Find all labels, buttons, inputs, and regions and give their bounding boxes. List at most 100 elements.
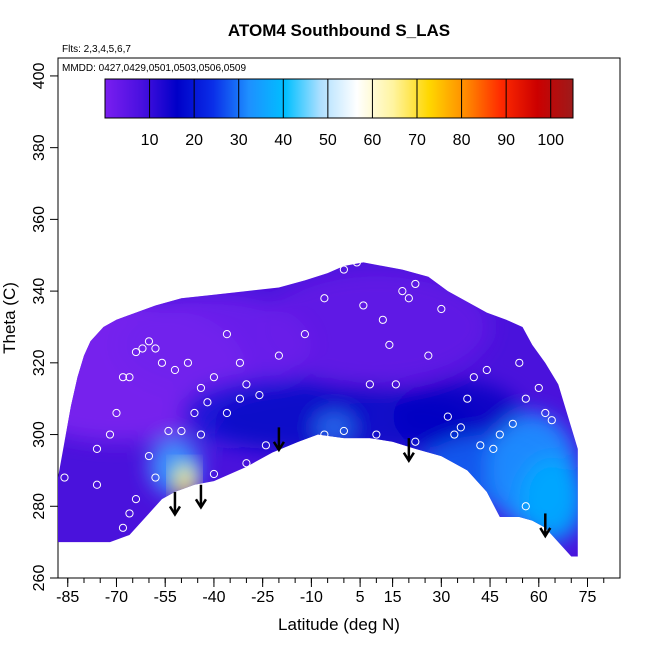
arrow-head	[272, 441, 285, 453]
sample-point	[92, 444, 102, 453]
arrow-head	[168, 505, 182, 517]
dates-note: MMDD: 0427,0429,0501,0503,0506,0509	[62, 63, 246, 74]
sample-point	[144, 451, 154, 461]
x-tick-label: -55	[154, 589, 177, 606]
sample-point	[437, 304, 446, 314]
sample-point	[164, 426, 173, 436]
sample-point	[339, 426, 348, 436]
sample-point	[196, 383, 206, 393]
sample-point	[118, 523, 128, 532]
sample-point	[274, 351, 284, 360]
sample-point	[411, 279, 420, 289]
arrow-head	[194, 498, 207, 510]
sample-point	[183, 358, 193, 367]
sample-point	[398, 287, 407, 296]
hotspot-core	[176, 489, 187, 502]
colorbar-tick-label: 100	[537, 132, 564, 149]
sample-point	[170, 365, 180, 375]
x-tick-label: -25	[251, 589, 274, 606]
colorbar-tick-label: 40	[274, 132, 292, 149]
sample-point	[352, 258, 361, 267]
x-tick-label: -40	[202, 589, 225, 606]
field-blobs	[58, 269, 578, 543]
x-tick-label: 75	[579, 589, 597, 606]
flights-note: Flts: 2,3,4,5,6,7	[62, 44, 131, 55]
colorbar-tick-label: 90	[497, 132, 515, 149]
sample-point	[359, 301, 368, 310]
data-field	[58, 262, 578, 557]
sample-point	[547, 416, 556, 425]
sample-point	[131, 495, 141, 504]
x-tick-label: -85	[56, 589, 79, 606]
sample-point	[378, 315, 387, 324]
field-blob	[116, 294, 312, 396]
x-axis-label: Latitude (deg N)	[278, 615, 400, 634]
sample-point	[105, 430, 115, 439]
colorbar-tick-label: 80	[453, 132, 471, 149]
y-tick-label: 320	[31, 349, 48, 376]
sample-point	[151, 473, 160, 482]
sample-point	[92, 480, 102, 489]
sample-point	[456, 423, 465, 432]
sample-point	[242, 380, 251, 389]
x-tick-label: -70	[105, 589, 128, 606]
sample-point	[242, 459, 251, 468]
sample-point	[255, 391, 264, 400]
colorbar-gradient	[104, 78, 574, 119]
sample-point	[495, 430, 504, 439]
arrow-head	[402, 451, 415, 464]
y-tick-label: 340	[31, 278, 48, 305]
sample-point	[209, 373, 219, 382]
sample-point	[372, 430, 381, 439]
sample-point	[131, 347, 141, 357]
sample-point	[404, 294, 413, 303]
sample-point	[469, 373, 478, 382]
sample-point	[125, 373, 134, 382]
sample-point	[515, 358, 524, 367]
sample-point	[60, 473, 69, 482]
sample-point	[541, 408, 550, 418]
hotspot-mid	[176, 478, 193, 499]
x-tick-label: 60	[530, 589, 548, 606]
sample-point	[339, 265, 348, 274]
sample-point	[196, 430, 206, 439]
colorbar-tick-label: 10	[141, 132, 159, 149]
colorbar-dividers	[149, 79, 552, 118]
arrow-head	[539, 527, 552, 539]
y-tick-label: 380	[31, 134, 48, 161]
colorbar-tick-label: 20	[185, 132, 203, 149]
sample-point	[222, 408, 232, 418]
x-tick-label: 5	[356, 589, 365, 606]
sample-point	[151, 344, 160, 353]
sample-point	[391, 380, 400, 389]
field-blob	[262, 269, 491, 385]
sample-point	[112, 408, 121, 418]
sample-point	[521, 394, 530, 403]
sample-point	[424, 351, 433, 360]
y-tick-label: 400	[31, 62, 48, 89]
y-axis: 260 280 300 320 340 360 380 400	[31, 62, 58, 591]
y-tick-label: 360	[31, 206, 48, 233]
plot-frame	[57, 57, 621, 579]
sample-points	[60, 258, 556, 532]
colorbar-tick-label: 50	[319, 132, 337, 149]
sample-point	[222, 330, 232, 339]
sample-point	[261, 441, 271, 450]
sample-point	[365, 380, 374, 389]
y-tick-label: 300	[31, 421, 48, 448]
chart-title: ATOM4 Southbound S_LAS	[228, 21, 450, 40]
sample-point	[534, 383, 543, 393]
sample-point	[209, 469, 219, 479]
arrow-markers	[168, 427, 552, 539]
colorbar: 10 20 30 40 50 60 70 80 90 100	[104, 78, 574, 149]
colorbar-tick-label: 70	[408, 132, 426, 149]
field-blob	[314, 413, 354, 442]
sample-point	[300, 330, 309, 339]
sample-point	[177, 426, 186, 436]
sample-point	[190, 408, 199, 418]
sample-point	[482, 365, 491, 375]
sample-point	[125, 509, 134, 518]
sample-point	[203, 398, 212, 407]
sample-point	[463, 394, 472, 403]
